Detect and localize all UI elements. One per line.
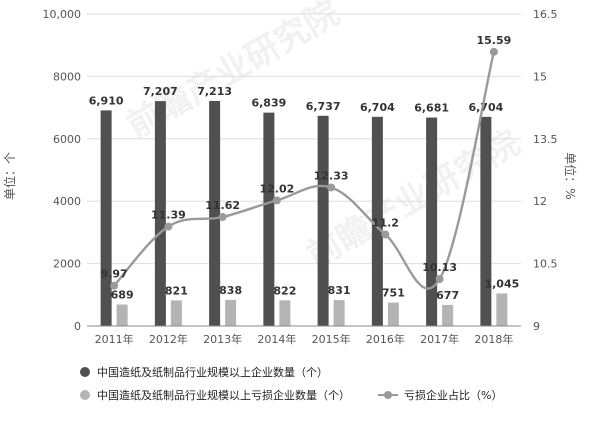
data-label-enterprise-count: 6,839 bbox=[251, 97, 286, 110]
bar-loss-count bbox=[496, 293, 508, 326]
right-axis-title: 单位：% bbox=[563, 152, 578, 199]
data-label-loss-count: 689 bbox=[111, 289, 134, 302]
data-label-ratio: 11.2 bbox=[372, 216, 399, 229]
y-tick-label: 6000 bbox=[53, 133, 81, 146]
legend-marker-enterprise-count bbox=[80, 367, 90, 377]
data-label-enterprise-count: 7,207 bbox=[143, 85, 178, 98]
data-label-enterprise-count: 6,704 bbox=[360, 101, 395, 114]
ratio-point bbox=[164, 222, 173, 231]
legend-marker-loss-count bbox=[80, 390, 90, 400]
y2-tick-label: 15 bbox=[533, 70, 547, 83]
x-tick-label: 2018年 bbox=[474, 332, 513, 346]
bar-loss-count bbox=[225, 299, 237, 326]
x-tick-label: 2014年 bbox=[257, 332, 296, 346]
data-label-ratio: 11.39 bbox=[151, 209, 186, 222]
bar-loss-count bbox=[442, 304, 454, 326]
data-label-loss-count: 1,045 bbox=[484, 277, 519, 290]
bar-loss-count bbox=[333, 300, 345, 326]
y2-tick-label: 12 bbox=[533, 195, 547, 208]
y2-tick-label: 13.5 bbox=[533, 133, 558, 146]
data-label-loss-count: 677 bbox=[436, 289, 459, 302]
x-tick-label: 2016年 bbox=[366, 332, 405, 346]
y2-tick-label: 10.5 bbox=[533, 258, 558, 271]
data-label-ratio: 9.97 bbox=[101, 268, 128, 281]
data-label-ratio: 12.02 bbox=[259, 182, 294, 195]
legend-marker-ratio bbox=[384, 391, 392, 399]
bar-enterprise-count bbox=[154, 101, 166, 326]
legend-label-enterprise-count: 中国造纸及纸制品行业规模以上企业数量（个） bbox=[97, 365, 328, 379]
legend: 中国造纸及纸制品行业规模以上企业数量（个） 中国造纸及纸制品行业规模以上亏损企业数… bbox=[80, 365, 502, 402]
bar-loss-count bbox=[279, 300, 291, 326]
ratio-point bbox=[435, 274, 444, 283]
bar-enterprise-count bbox=[426, 117, 438, 327]
data-label-enterprise-count: 6,681 bbox=[414, 102, 449, 115]
watermark: 前瞻产业研究院 bbox=[300, 123, 526, 277]
y-tick-label: 2000 bbox=[53, 258, 81, 271]
x-tick-label: 2015年 bbox=[312, 332, 351, 346]
x-axis: 2011年 2012年 2013年 2014年 2015年 2016年 2017年 2018年 bbox=[95, 332, 514, 346]
ratio-point bbox=[218, 213, 227, 222]
bar-loss-count bbox=[116, 304, 128, 326]
ratio-point bbox=[489, 47, 498, 56]
left-axis: 0 2000 4000 6000 8000 10,000 bbox=[43, 8, 82, 333]
y-tick-label: 0 bbox=[74, 320, 81, 333]
y2-tick-label: 16.5 bbox=[533, 8, 558, 21]
bar-enterprise-count bbox=[317, 115, 329, 326]
data-label-loss-count: 838 bbox=[219, 284, 242, 297]
bar-enterprise-count bbox=[209, 100, 221, 326]
bar-enterprise-count bbox=[100, 110, 112, 327]
x-tick-label: 2013年 bbox=[203, 332, 242, 346]
bar-enterprise-count bbox=[371, 116, 383, 326]
ratio-point bbox=[110, 281, 119, 290]
data-label-loss-count: 821 bbox=[165, 284, 188, 297]
right-axis: 9 10.5 12 13.5 15 16.5 bbox=[533, 8, 558, 333]
bar-loss-count bbox=[387, 302, 399, 326]
legend-label-ratio: 亏损企业占比（%） bbox=[404, 388, 502, 402]
data-label-ratio: 15.59 bbox=[476, 34, 511, 47]
x-tick-label: 2011年 bbox=[95, 332, 134, 346]
data-label-ratio: 12.33 bbox=[314, 169, 349, 182]
y-tick-label: 10,000 bbox=[43, 8, 82, 21]
data-label-loss-count: 822 bbox=[273, 284, 296, 297]
data-label-ratio: 11.62 bbox=[205, 199, 240, 212]
bar-enterprise-count bbox=[480, 116, 492, 326]
ratio-point bbox=[327, 183, 336, 192]
ratio-point bbox=[272, 196, 281, 205]
bars: 6,910 689 7,207 821 7,213 838 6,839 822 6,737 831… bbox=[89, 85, 519, 327]
x-tick-label: 2012年 bbox=[149, 332, 188, 346]
line-series: 9.97 11.39 11.62 12.02 12.33 11.2 10.13 15.59 bbox=[101, 34, 511, 290]
bar-loss-count bbox=[170, 300, 182, 326]
data-label-ratio: 10.13 bbox=[422, 261, 457, 274]
data-label-enterprise-count: 6,704 bbox=[468, 101, 503, 114]
y-tick-label: 8000 bbox=[53, 70, 81, 83]
data-label-enterprise-count: 6,910 bbox=[89, 94, 124, 107]
y2-tick-label: 9 bbox=[533, 320, 540, 333]
data-label-enterprise-count: 7,213 bbox=[197, 85, 232, 98]
y-tick-label: 4000 bbox=[53, 195, 81, 208]
data-label-loss-count: 751 bbox=[382, 287, 405, 300]
legend-label-loss-count: 中国造纸及纸制品行业规模以上亏损企业数量（个） bbox=[97, 388, 350, 402]
left-axis-title: 单位：个 bbox=[2, 152, 17, 200]
watermark: 前瞻产业研究院 bbox=[120, 0, 346, 146]
data-label-enterprise-count: 6,737 bbox=[306, 100, 341, 113]
ratio-point bbox=[381, 230, 390, 239]
x-tick-label: 2017年 bbox=[420, 332, 459, 346]
data-label-loss-count: 831 bbox=[328, 284, 351, 297]
bar-enterprise-count bbox=[263, 112, 275, 326]
